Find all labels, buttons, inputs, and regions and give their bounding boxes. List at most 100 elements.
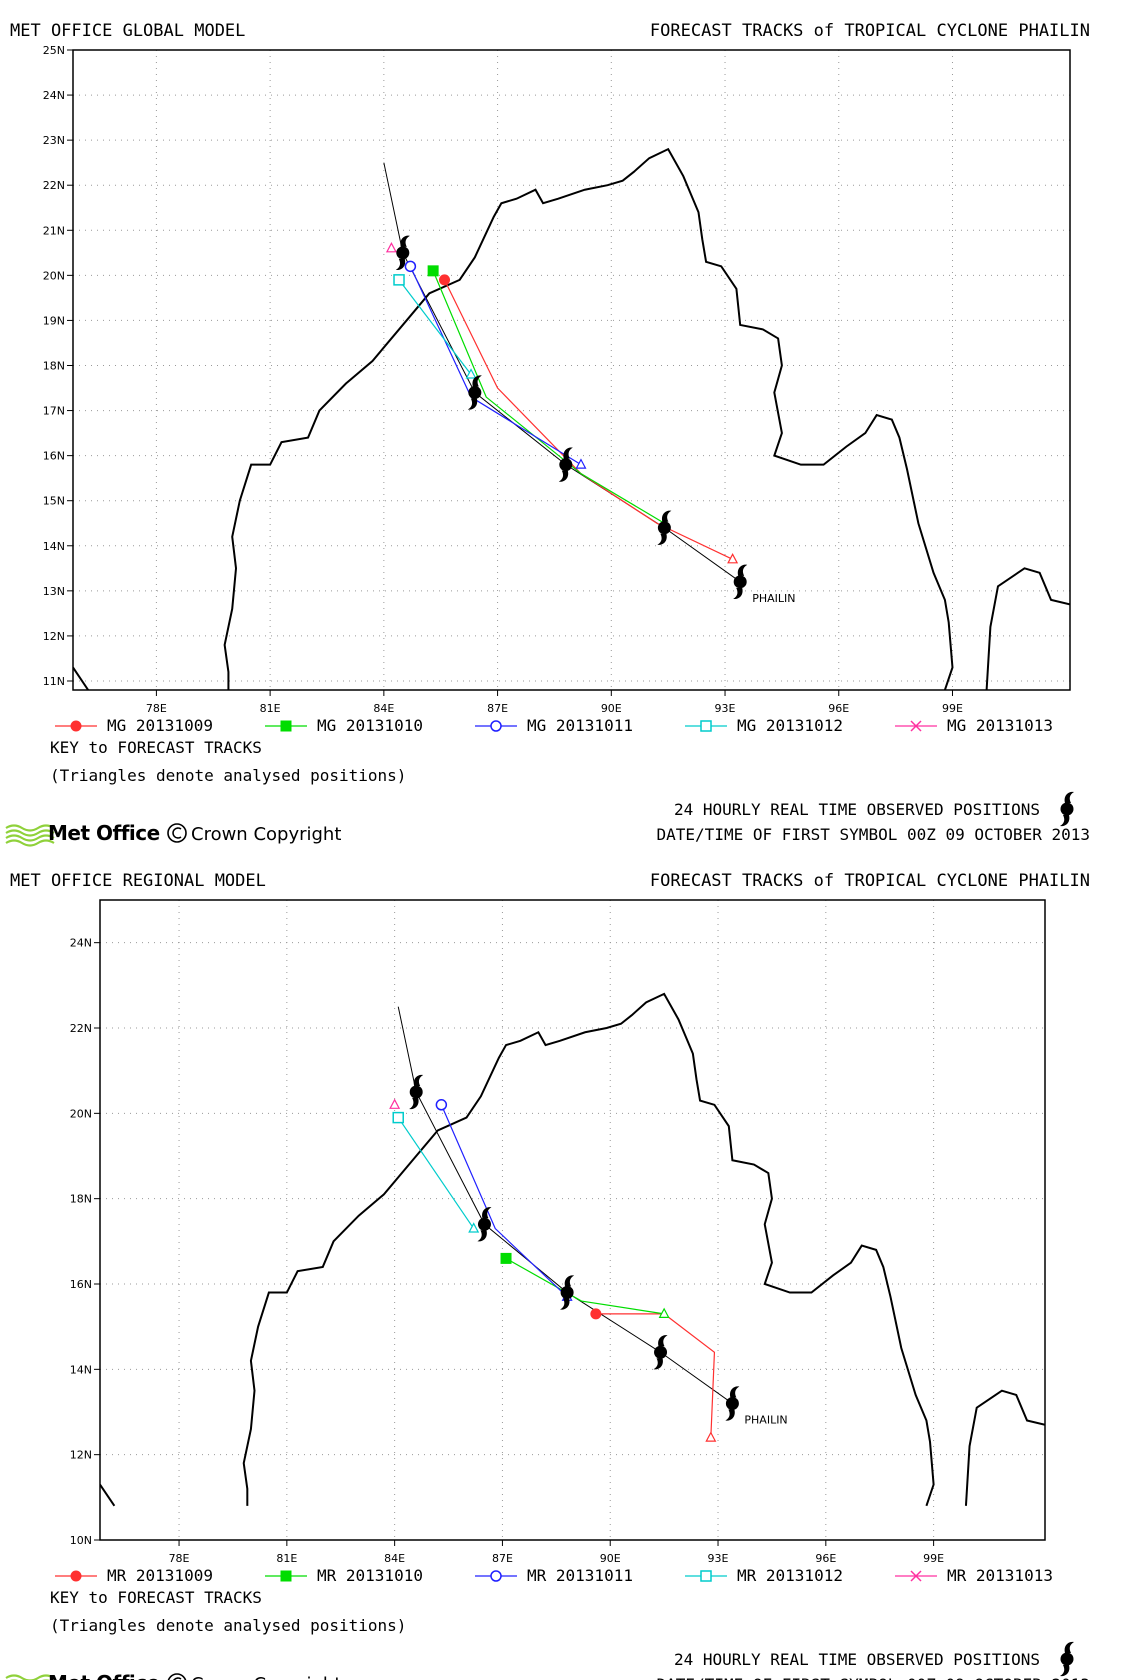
y-tick-label: 16N xyxy=(43,450,65,463)
x-tick-label: 84E xyxy=(384,1552,405,1565)
legend-marker xyxy=(280,720,292,732)
cyclone-symbol-arm-top xyxy=(564,1275,575,1287)
forecast-track-line xyxy=(440,1104,568,1298)
forecast-track-line xyxy=(398,279,472,375)
logo-wave xyxy=(5,829,55,837)
legend-marker xyxy=(70,1570,82,1582)
axis-ticks: 78E 81E 84E 87E 90E 93E 96E 99E 11N 12N 13N 14N 15N 1… xyxy=(43,44,963,715)
chart-title: FORECAST TRACKS of TROPICAL CYCLONE PHAI… xyxy=(650,21,1090,41)
legend-marker xyxy=(490,1570,502,1582)
analysed-position-triangle xyxy=(385,242,397,253)
cyclone-symbol xyxy=(477,1207,492,1242)
cyclone-symbol-arm-bottom xyxy=(725,1409,735,1421)
observed-legend-symbol xyxy=(1060,791,1074,827)
analysed-position-triangle xyxy=(705,1431,717,1442)
cyclone-symbol xyxy=(395,235,410,270)
x-tick-label: 81E xyxy=(276,1552,297,1565)
y-tick-label: 23N xyxy=(43,134,65,147)
cyclone-symbol-arm-top xyxy=(737,564,748,576)
legend-item: MG 20131011 xyxy=(475,716,633,735)
cyclone-symbol-arm-top xyxy=(563,447,573,459)
y-tick-label: 14N xyxy=(43,540,65,553)
cyclone-symbol-arm-bottom xyxy=(477,1230,487,1242)
copyright: Crown Copyright xyxy=(167,823,341,845)
forecast-track-5 xyxy=(389,1098,401,1109)
coastline-1 xyxy=(223,147,954,690)
copyright-c xyxy=(173,1677,182,1680)
y-tick-label: 20N xyxy=(43,269,65,282)
x-tick-label: 90E xyxy=(600,1552,621,1565)
y-tick-label: 12N xyxy=(43,630,65,643)
x-tick-label: 96E xyxy=(815,1552,836,1565)
forecast-track-1 xyxy=(439,274,739,564)
coastline-0 xyxy=(100,1483,116,1507)
y-tick-label: 18N xyxy=(70,1193,92,1206)
cyclone-symbol-core xyxy=(725,1396,739,1410)
cyclone-symbol xyxy=(467,375,482,410)
key-note: (Triangles denote analysed positions) xyxy=(50,766,406,785)
legend-marker xyxy=(490,720,502,732)
legend-label: MG 20131013 xyxy=(947,716,1053,735)
cyclone-symbol-arm-top xyxy=(730,1386,740,1398)
forecast-track-1 xyxy=(590,1308,717,1442)
x-tick-label: 93E xyxy=(708,1552,729,1565)
forecast-track-line xyxy=(443,279,733,560)
observed-legend-symbol-arm-top xyxy=(1064,791,1074,803)
y-tick-label: 22N xyxy=(70,1022,92,1035)
analysed-position-triangle xyxy=(389,1098,401,1109)
cyclone-symbol xyxy=(657,510,672,545)
cyclone-symbol-core xyxy=(559,458,573,472)
forecast-track-line xyxy=(595,1313,716,1438)
cyclone-symbol xyxy=(560,1275,575,1310)
key-note: (Triangles denote analysed positions) xyxy=(50,1616,406,1635)
legend-item: MG 20131012 xyxy=(685,716,843,735)
legend-item: MR 20131010 xyxy=(265,1566,423,1585)
cyclone-symbol-arm-bottom xyxy=(467,398,478,410)
plot-frame xyxy=(99,899,1046,1541)
cyclone-symbol-arm-bottom xyxy=(395,258,406,270)
legend: MR 20131009 MR 20131010 MR 20131011 MR 2013… xyxy=(55,1566,1053,1585)
observed-track-line xyxy=(383,162,741,583)
cyclone-symbol-arm-bottom xyxy=(733,587,743,599)
coastline-1 xyxy=(242,992,935,1507)
cyclone-symbol-arm-top xyxy=(658,1335,668,1347)
y-tick-label: 20N xyxy=(70,1107,92,1120)
legend-marker xyxy=(700,720,712,732)
copyright-circle xyxy=(167,1673,187,1680)
forecast-track-2 xyxy=(427,265,670,528)
y-tick-label: 15N xyxy=(43,495,65,508)
x-tick-label: 78E xyxy=(146,702,167,715)
y-tick-label: 17N xyxy=(43,405,65,418)
forecast-start-marker xyxy=(392,1111,404,1124)
y-tick-label: 11N xyxy=(43,675,65,688)
cyclone-symbol xyxy=(653,1335,668,1370)
observed-legend-symbol-arm-bottom xyxy=(1060,1665,1070,1677)
observed-legend-symbol-arm-top xyxy=(1064,1641,1074,1653)
legend-label: MR 20131013 xyxy=(947,1566,1053,1585)
observed-label: 24 HOURLY REAL TIME OBSERVED POSITIONS xyxy=(674,800,1040,819)
forecast-start-marker xyxy=(435,1099,448,1111)
logo-wave xyxy=(5,824,55,832)
logo-wave xyxy=(5,834,55,842)
x-tick-label: 96E xyxy=(828,702,849,715)
legend-label: MR 20131010 xyxy=(317,1566,423,1585)
cyclone-symbol-core xyxy=(477,1217,491,1231)
forecast-track-line xyxy=(432,270,665,524)
legend: MG 20131009 MG 20131010 MG 20131011 MG 2013… xyxy=(55,716,1053,735)
analysed-position-triangle xyxy=(465,368,477,379)
legend-item: MG 20131009 xyxy=(55,716,213,735)
storm-label: PHAILIN xyxy=(752,592,795,605)
cyclone-symbol-core xyxy=(396,246,410,260)
legend-marker xyxy=(910,720,922,732)
forecast-track-5 xyxy=(385,242,397,253)
legend-marker xyxy=(70,720,82,732)
analysed-position-triangle xyxy=(468,1222,480,1233)
model-title: MET OFFICE GLOBAL MODEL xyxy=(10,21,245,41)
observed-legend-symbol-core xyxy=(1060,1652,1074,1666)
cyclone-symbol-arm-top xyxy=(661,510,672,522)
legend-item: MR 20131012 xyxy=(685,1566,843,1585)
coastline-0 xyxy=(73,666,89,690)
storm-label: PHAILIN xyxy=(744,1413,787,1426)
panel-global: MET OFFICE GLOBAL MODEL FORECAST TRACKS o… xyxy=(5,21,1090,847)
forecast-track-line xyxy=(409,266,582,466)
